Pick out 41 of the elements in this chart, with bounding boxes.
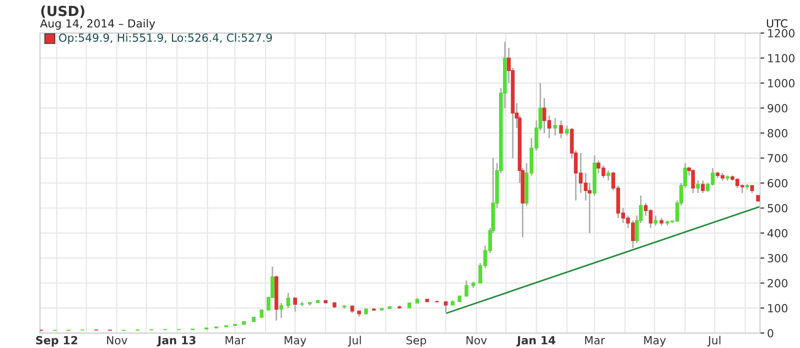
x-tick-label: Jul — [348, 336, 361, 346]
x-tick-label: Jan 14 — [516, 336, 556, 346]
annotation: Op:549.9, Hi:551.9, Lo:526.4, Cl:527.9 — [59, 33, 272, 44]
chart-subtitle: Aug 14, 2014 – Daily — [40, 18, 156, 30]
candlestick — [553, 117, 558, 136]
y-tick-label: 1000 — [768, 79, 794, 88]
x-tick-label: Jan 13 — [156, 336, 196, 346]
x-tick-label: Nov — [466, 336, 487, 344]
candlestick — [700, 180, 705, 194]
candlestick — [565, 124, 569, 136]
x-tick-label: Jul — [707, 336, 720, 346]
x-tick-label: Sep — [406, 336, 426, 347]
candlestick — [279, 302, 284, 319]
y-tick-label: 200 — [768, 279, 788, 288]
y-tick-label: 800 — [768, 129, 788, 138]
y-tick-label: 600 — [768, 179, 788, 188]
y-tick-label: 900 — [768, 104, 788, 112]
x-tick-label: May — [644, 336, 666, 347]
candlestick — [696, 180, 700, 194]
y-tick-label: 1100 — [768, 54, 794, 62]
x-tick-label: Mar — [226, 336, 246, 344]
y-tick-label: 100 — [768, 304, 788, 312]
y-tick-label: 300 — [768, 254, 788, 262]
text: UTC — [766, 19, 788, 28]
candlestick — [654, 214, 658, 226]
candlestick — [559, 120, 563, 139]
x-tick-label: May — [284, 336, 306, 347]
candlestick — [464, 280, 468, 298]
chart-title: (USD) — [41, 5, 84, 18]
x-tick-label: Nov — [107, 336, 128, 344]
y-tick-label: 400 — [767, 229, 788, 238]
candlestick — [293, 296, 297, 312]
y-tick-label: 700 — [768, 154, 788, 162]
candlestick — [606, 170, 610, 182]
x-tick-label: Mar — [585, 336, 606, 344]
y-tick-label: 0 — [768, 329, 774, 338]
x-tick-label: Sep 12 — [36, 336, 78, 347]
y-tick-label: 1200 — [768, 29, 794, 38]
y-tick-label: 500 — [768, 204, 788, 212]
candlestick — [691, 168, 695, 194]
candlestick — [286, 292, 290, 309]
